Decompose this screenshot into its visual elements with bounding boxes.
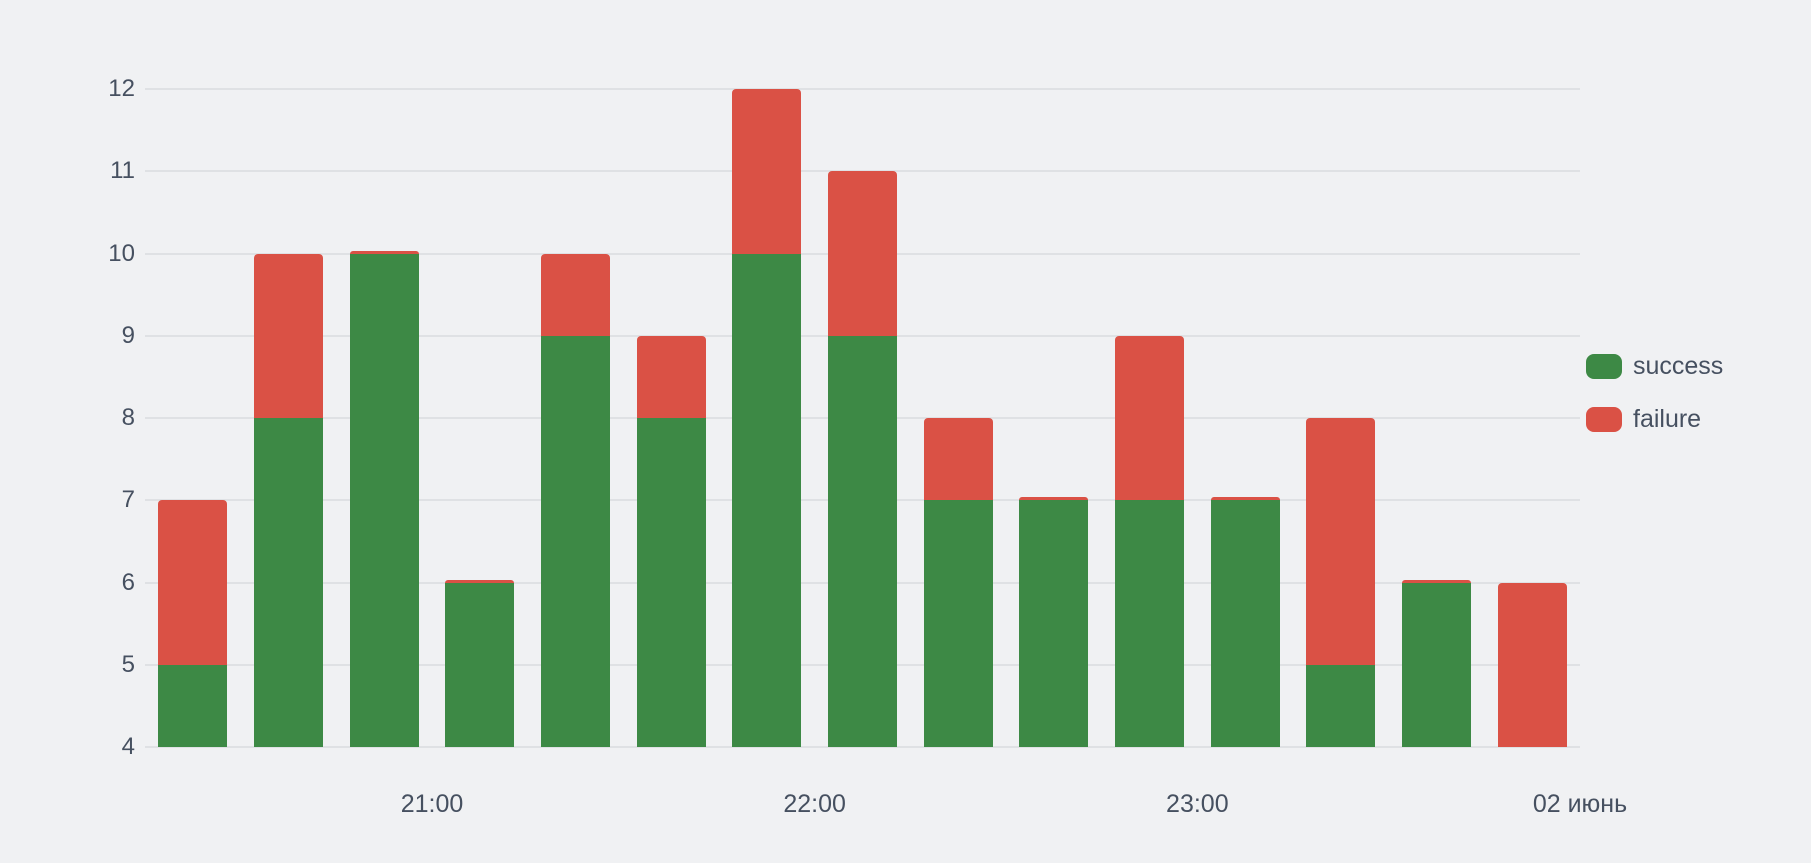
x-axis-label-2: 22:00 <box>783 790 846 818</box>
x-axis-label-1: 21:00 <box>400 790 464 818</box>
bar-failure-segment <box>923 418 993 501</box>
y-axis-label-7: 7 <box>121 486 135 514</box>
bar-success-segment <box>254 418 323 747</box>
bar-success-segment <box>541 335 610 747</box>
legend-item-failure[interactable]: failure <box>1586 405 1723 434</box>
bars-layer <box>145 89 1580 747</box>
bar-group-9[interactable] <box>923 418 993 747</box>
bar-success-segment <box>349 253 419 747</box>
legend-label-success: success <box>1633 352 1724 380</box>
bar-success-segment <box>1306 664 1376 747</box>
bar-group-12[interactable] <box>1210 497 1280 747</box>
bar-slot-14 <box>1389 89 1485 747</box>
bar-group-7[interactable] <box>732 89 802 747</box>
bar-group-2[interactable] <box>254 253 323 747</box>
y-axis-label-10: 10 <box>108 239 135 267</box>
bar-failure-segment <box>828 171 897 336</box>
bar-failure-segment <box>1019 497 1089 501</box>
bar-group-14[interactable] <box>1402 579 1471 747</box>
y-axis-label-8: 8 <box>121 404 135 431</box>
bar-success-segment <box>1115 500 1184 747</box>
bar-slot-4 <box>432 89 528 747</box>
bar-success-segment <box>828 335 897 747</box>
gridline-y-4 <box>145 746 1580 748</box>
bar-failure-segment <box>1210 497 1280 501</box>
bar-slot-15 <box>1484 89 1580 747</box>
bar-failure-segment <box>541 253 610 336</box>
bar-group-10[interactable] <box>1019 497 1089 747</box>
y-axis-label-9: 9 <box>121 321 135 349</box>
bar-group-5[interactable] <box>541 253 610 747</box>
bar-failure-segment <box>1115 335 1184 501</box>
bar-slot-8 <box>815 89 911 747</box>
bar-success-segment <box>1402 582 1471 747</box>
bar-success-segment <box>923 500 993 747</box>
bar-group-3[interactable] <box>349 250 419 747</box>
bar-success-segment <box>1210 500 1280 747</box>
bar-success-segment <box>732 253 802 747</box>
bar-failure-segment <box>1306 418 1376 665</box>
plot-area <box>145 88 1580 748</box>
bar-slot-13 <box>1293 89 1389 747</box>
bar-failure-segment <box>158 500 228 665</box>
bar-failure-segment <box>254 253 323 418</box>
bar-group-13[interactable] <box>1306 418 1376 747</box>
legend-label-failure: failure <box>1633 405 1702 433</box>
bar-slot-9 <box>910 89 1006 747</box>
bar-failure-segment <box>445 579 515 583</box>
bar-failure-segment <box>732 89 802 254</box>
bar-slot-2 <box>241 89 337 747</box>
bar-slot-7 <box>719 89 815 747</box>
gridline-y-12 <box>145 88 1580 90</box>
legend-item-success[interactable]: success <box>1586 352 1723 381</box>
legend-swatch-failure-icon <box>1586 407 1622 432</box>
bar-slot-5 <box>528 89 624 747</box>
bar-slot-3 <box>336 89 432 747</box>
bar-failure-segment <box>1497 582 1567 747</box>
legend: success failure <box>1586 352 1723 434</box>
bar-slot-6 <box>623 89 719 747</box>
bar-failure-segment <box>1402 579 1471 583</box>
y-axis-label-11: 11 <box>110 157 135 185</box>
bar-success-segment <box>158 664 228 747</box>
bar-slot-11 <box>1102 89 1198 747</box>
bar-success-segment <box>1019 500 1089 747</box>
bar-success-segment <box>445 582 515 747</box>
bar-group-1[interactable] <box>158 500 228 747</box>
bar-slot-12 <box>1197 89 1293 747</box>
bar-slot-10 <box>1006 89 1102 747</box>
bar-group-15[interactable] <box>1497 582 1567 747</box>
bar-group-8[interactable] <box>828 171 897 747</box>
bar-group-11[interactable] <box>1115 335 1184 747</box>
bar-success-segment <box>636 418 706 747</box>
bar-group-4[interactable] <box>445 579 515 747</box>
x-axis-label-3: 23:00 <box>1166 790 1229 818</box>
bar-group-6[interactable] <box>636 335 706 747</box>
legend-swatch-success-icon <box>1586 354 1622 379</box>
y-axis-label-5: 5 <box>121 650 135 678</box>
x-axis-label-4: 02 июнь <box>1532 790 1628 818</box>
y-axis-label-12: 12 <box>108 75 135 102</box>
y-axis-label-4: 4 <box>121 733 135 760</box>
y-axis-label-6: 6 <box>121 568 135 596</box>
bar-failure-segment <box>636 335 706 418</box>
bar-slot-1 <box>145 89 241 747</box>
bar-failure-segment <box>349 250 419 254</box>
